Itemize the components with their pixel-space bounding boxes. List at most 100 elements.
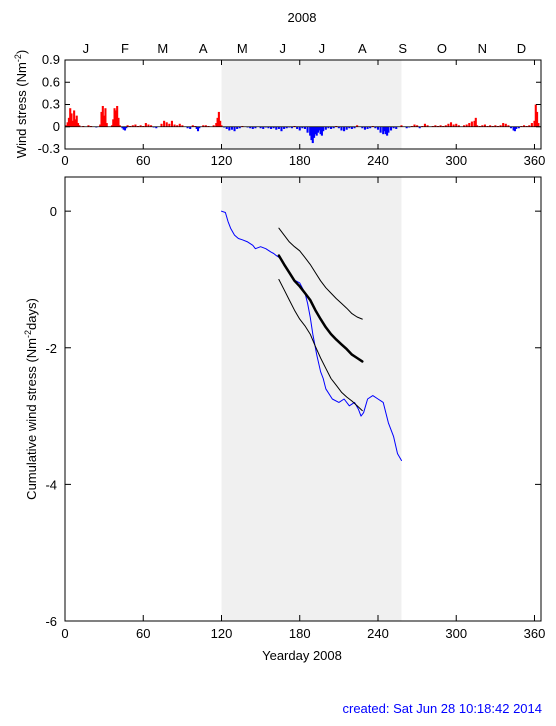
- wind-bar-39: [131, 125, 134, 127]
- wind-bar-93: [262, 126, 265, 129]
- wind-bar-194: [504, 123, 507, 127]
- wind-bar-183: [476, 125, 479, 127]
- wind-bar-186: [483, 124, 486, 127]
- wind-bar-75: [217, 111, 220, 127]
- bottom-ytick-label-3: 0: [50, 204, 57, 219]
- month-label-5: J: [280, 41, 287, 56]
- wind-bar-20: [100, 111, 103, 127]
- top-xtick-label-6: 360: [524, 153, 546, 168]
- wind-bar-90: [254, 126, 257, 129]
- wind-bar-10: [78, 125, 81, 127]
- wind-bar-52: [165, 122, 168, 127]
- wind-bar-9: [76, 123, 80, 127]
- wind-bar-162: [423, 123, 426, 127]
- wind-bar-117: [316, 126, 320, 133]
- bottom-shaded-region: [221, 177, 402, 621]
- cumulative-panel: 0 60 120 180 240 300 360 -6-4-20 Yearday 2008 …: [23, 176, 545, 663]
- wind-bar-138: [366, 126, 369, 129]
- wind-bar-200: [517, 126, 520, 129]
- wind-bar-144: [382, 126, 385, 135]
- wind-bar-148: [387, 126, 390, 133]
- wind-bar-45: [147, 124, 150, 127]
- wind-bar-106: [296, 126, 299, 129]
- wind-bar-198: [513, 126, 516, 132]
- bottom-xtick-label-1: 60: [136, 626, 150, 641]
- wind-bar-178: [465, 124, 468, 127]
- wind-bar-44: [144, 123, 147, 127]
- wind-bar-159: [416, 125, 419, 127]
- wind-bar-129: [343, 126, 346, 132]
- top-ytick-label-3: 0.6: [42, 74, 60, 89]
- wind-bar-132: [350, 126, 353, 129]
- top-xtick-label-0: 0: [61, 153, 68, 168]
- wind-bar-190: [494, 125, 497, 127]
- wind-bar-108: [301, 126, 304, 129]
- wind-bar-147: [386, 126, 389, 136]
- wind-bar-88: [249, 126, 252, 129]
- wind-bar-8: [75, 115, 78, 127]
- wind-bar-208: [536, 111, 539, 127]
- top-x-ticks: 0 60 120 180 240 300 360: [61, 60, 545, 168]
- wind-bar-133: [353, 126, 356, 129]
- wind-bar-124: [329, 126, 333, 129]
- month-label-4: M: [237, 41, 248, 56]
- wind-bar-110: [306, 126, 309, 133]
- wind-bar-163: [426, 125, 429, 127]
- wind-bar-122: [324, 126, 327, 130]
- wind-bar-19: [99, 124, 102, 127]
- wind-bar-119: [319, 126, 322, 135]
- wind-bar-77: [220, 125, 223, 127]
- wind-bar-202: [523, 125, 526, 127]
- wind-bar-64: [195, 126, 198, 129]
- wind-bar-145: [383, 126, 386, 132]
- wind-bar-42: [139, 125, 142, 127]
- wind-bar-56: [176, 125, 179, 127]
- wind-bar-35: [123, 126, 127, 131]
- top-ytick-label-1: 0: [53, 119, 60, 134]
- bottom-x-ticks: 0 60 120 180 240 300 360: [61, 177, 545, 641]
- wind-bar-57: [178, 123, 181, 127]
- wind-bar-82: [233, 126, 236, 132]
- wind-bar-199: [515, 126, 518, 129]
- wind-bar-193: [502, 123, 505, 127]
- wind-bar-114: [313, 126, 316, 138]
- wind-bar-73: [215, 123, 218, 127]
- wind-bar-149: [389, 126, 393, 131]
- wind-bar-170: [444, 125, 447, 127]
- wind-bar-96: [270, 126, 273, 129]
- top-xtick-label-5: 300: [445, 153, 467, 168]
- bottom-y-axis-label: Cumulative wind stress (Nm-2days): [23, 298, 39, 500]
- wind-bar-97: [272, 126, 275, 129]
- top-title: 2008: [288, 10, 317, 25]
- wind-bar-115: [314, 126, 317, 135]
- wind-bar-188: [489, 125, 492, 127]
- wind-bar-112: [310, 126, 313, 141]
- wind-bar-60: [186, 126, 189, 129]
- bottom-xtick-label-2: 120: [211, 626, 233, 641]
- wind-bar-79: [225, 126, 228, 129]
- wind-bar-6: [73, 110, 76, 127]
- wind-bar-150: [392, 126, 395, 129]
- wind-bar-197: [512, 126, 515, 131]
- wind-bar-22: [103, 115, 106, 127]
- wind-bar-153: [400, 125, 403, 127]
- month-label-3: A: [199, 41, 208, 56]
- wind-bar-206: [533, 120, 536, 127]
- wind-bar-101: [283, 126, 286, 129]
- wind-bar-24: [105, 123, 108, 127]
- wind-bar-48: [155, 126, 158, 129]
- wind-bar-185: [481, 125, 484, 127]
- wind-bar-175: [457, 125, 460, 127]
- wind-bar-102: [285, 126, 288, 129]
- x-axis-label: Yearday 2008: [262, 648, 342, 663]
- wind-bar-204: [528, 125, 531, 127]
- wind-bar-172: [449, 122, 453, 127]
- bottom-ytick-label-1: -4: [45, 477, 57, 492]
- wind-bar-118: [318, 126, 321, 131]
- wind-bar-62: [191, 125, 194, 127]
- bottom-xtick-label-3: 180: [289, 626, 311, 641]
- wind-bar-27: [112, 119, 115, 127]
- wind-bar-37: [126, 125, 129, 127]
- wind-bar-192: [499, 125, 502, 127]
